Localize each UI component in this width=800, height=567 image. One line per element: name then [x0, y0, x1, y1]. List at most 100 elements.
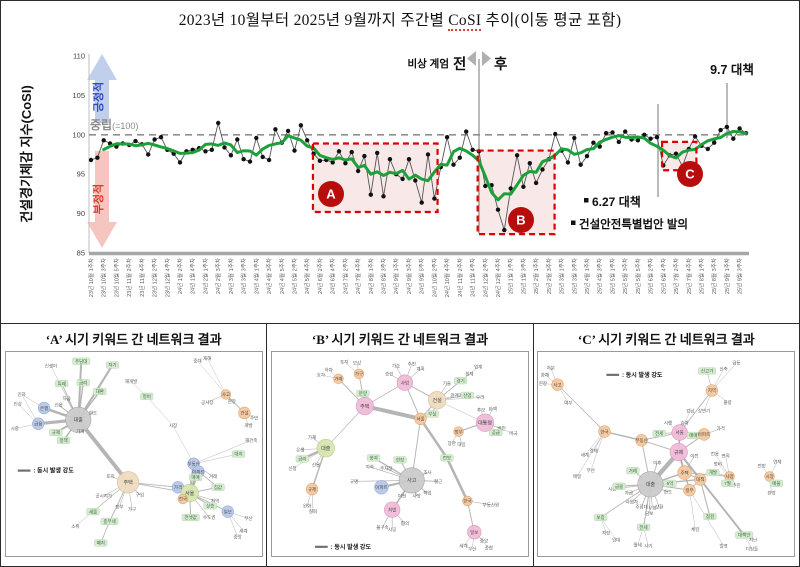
- network-edges: [14, 358, 254, 544]
- network-node: [116, 471, 139, 494]
- network-node: 부산: [244, 515, 252, 522]
- network-node: 이후: [653, 459, 661, 466]
- network-node: 공시지가: [95, 493, 112, 500]
- network-node: [414, 412, 427, 425]
- svg-text:대치: 대치: [234, 451, 242, 458]
- network-edge: [193, 453, 239, 465]
- x-tick-label: 24년 6월 4주차: [329, 258, 337, 294]
- data-point: [387, 157, 393, 162]
- network-node: [677, 465, 693, 480]
- svg-text:금리: 금리: [298, 456, 306, 463]
- network-node: 이천: [398, 493, 406, 500]
- network-node: 승인: [385, 370, 393, 376]
- svg-text:건설: 건설: [432, 397, 442, 404]
- network-node: 은행: [296, 447, 304, 453]
- network-node: 가계: [76, 428, 84, 435]
- x-tick-label: 25년 9월 1주차: [723, 258, 731, 294]
- network-node: 공사장: [201, 399, 213, 406]
- network-node: 규명: [350, 478, 358, 485]
- data-point: [406, 157, 412, 162]
- x-tick-label: 25년 5월 5주차: [634, 258, 642, 294]
- data-point: [623, 129, 628, 134]
- network-node: 전망: [758, 462, 766, 468]
- network-panels: ‘A’ 시기 키워드 간 네트워크 결과 대출 주담대 신생아 자기 특례 금리 대환 자금 신…: [1, 323, 799, 566]
- network-node: [703, 513, 717, 521]
- data-point: [712, 140, 717, 145]
- x-tick-label: 24년 9월 5주차: [418, 258, 426, 294]
- x-tick-label: 25년 3월 3주차: [570, 258, 578, 294]
- x-tick-label: 24년 8월 3주차: [380, 258, 388, 294]
- data-point: [235, 137, 240, 142]
- network-node: 탄핵: [489, 406, 497, 413]
- network-edge: [699, 478, 746, 536]
- network-node: [706, 384, 719, 397]
- data-point: [400, 176, 405, 182]
- network-node: 계획: [416, 366, 424, 373]
- network-node: [551, 378, 565, 391]
- data-point: [216, 120, 221, 126]
- network-edge: [325, 405, 366, 449]
- network-node: 작업: [423, 490, 431, 497]
- network-node: 추진: [733, 482, 741, 489]
- data-point: [413, 178, 418, 183]
- x-tick-label: 24년 4월 5주차: [278, 258, 286, 294]
- x-tick-label: 24년 4월 3주차: [265, 258, 273, 294]
- network-edge: [604, 430, 643, 442]
- network-node: 사기: [645, 542, 653, 549]
- network-node: 사망: [412, 493, 420, 500]
- network-node: 디딤돌: [746, 545, 758, 552]
- x-tick-label: 23년 12월 4주차: [163, 258, 171, 297]
- network-node: [393, 456, 407, 464]
- region-a-box: [311, 142, 439, 214]
- svg-text:분양: 분양: [359, 390, 367, 396]
- network-node: 현장: [539, 380, 547, 386]
- network-node: 급등: [733, 361, 741, 366]
- x-tick-label: 23년 11월 2주차: [125, 258, 133, 297]
- panel-c-title: ‘C’ 시기 키워드 간 네트워크 결과: [577, 332, 755, 347]
- x-tick-label: 25년 8월 3주차: [710, 258, 718, 294]
- x-tick-label: 23년 10월 1주차: [87, 258, 95, 297]
- network-node: [92, 387, 107, 395]
- network-node: 주차장: [380, 465, 392, 472]
- network-edge: [679, 390, 713, 433]
- network-node: [211, 483, 225, 491]
- data-point: [464, 129, 469, 134]
- network-node: 업계: [474, 364, 482, 371]
- network-node: 조사: [423, 469, 431, 476]
- svg-text:사고: 사고: [554, 381, 562, 388]
- network-node: 신생아: [44, 363, 56, 370]
- data-point: [209, 147, 214, 152]
- data-point: [635, 138, 641, 143]
- data-point: [368, 192, 373, 197]
- x-tick-label: 25년 1월 3주차: [519, 258, 527, 294]
- network-node: 철근: [434, 478, 442, 484]
- network-edge: [100, 521, 110, 544]
- x-tick-label: 25년 7월 4주차: [685, 258, 693, 294]
- x-tick-label: 23년 12월 2주차: [151, 258, 159, 297]
- x-tick-label: 25년 3월 1주차: [558, 258, 566, 294]
- svg-text:은행: 은행: [40, 405, 48, 411]
- network-node: 이전: [691, 453, 699, 460]
- data-point: [177, 160, 183, 165]
- x-tick-label: 25년 8월 1주차: [697, 258, 705, 294]
- network-node: [764, 471, 776, 482]
- data-point: [419, 200, 424, 205]
- data-point: [241, 157, 246, 162]
- network-node: [231, 450, 245, 458]
- network-edge: [206, 358, 226, 395]
- data-point: [540, 167, 545, 172]
- svg-text:집값: 집값: [214, 484, 222, 491]
- network-node: 전용: [711, 451, 719, 457]
- network-node: 불구속: [376, 524, 388, 531]
- y-tick-label: 95: [77, 170, 85, 179]
- data-point: [533, 180, 539, 186]
- svg-text:매물: 매물: [773, 480, 781, 487]
- network-node: [203, 502, 217, 510]
- network-node: 대응: [457, 441, 465, 448]
- data-point: [521, 184, 526, 189]
- policy-627-label: 6.27 대책: [592, 194, 641, 209]
